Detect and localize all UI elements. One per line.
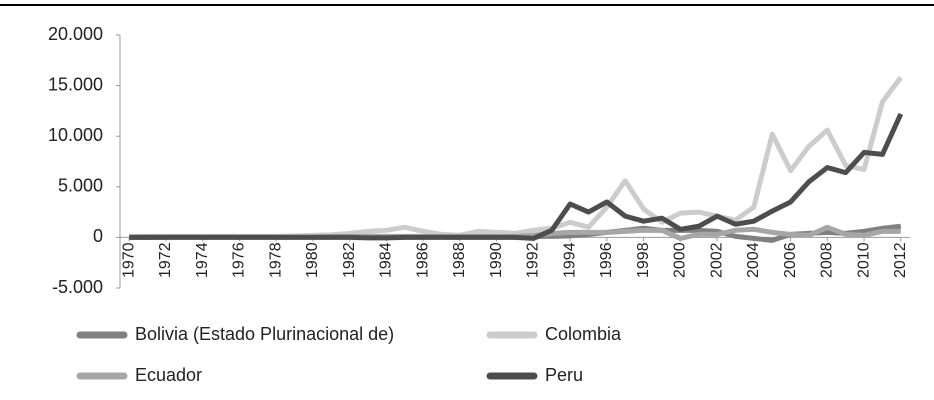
y-tick-label: 15.000 bbox=[48, 74, 103, 94]
x-tick-label: 2002 bbox=[708, 242, 725, 278]
x-tick-label: 1970 bbox=[120, 242, 137, 278]
legend-label: Peru bbox=[545, 365, 583, 385]
x-tick-label: 1982 bbox=[341, 242, 358, 278]
x-tick-label: 1996 bbox=[598, 242, 615, 278]
y-tick-label: -5.000 bbox=[52, 277, 103, 297]
x-tick-label: 1976 bbox=[231, 242, 248, 278]
x-tick-label: 2012 bbox=[892, 242, 909, 278]
x-tick-label: 2004 bbox=[745, 242, 762, 278]
x-tick-label: 1980 bbox=[304, 242, 321, 278]
legend-label: Bolivia (Estado Plurinacional de) bbox=[135, 324, 394, 344]
series-line bbox=[129, 112, 904, 241]
x-tick-label: 1992 bbox=[525, 242, 542, 278]
y-tick-label: 10.000 bbox=[48, 125, 103, 145]
x-tick-label: 1984 bbox=[378, 242, 395, 278]
x-tick-label: 1990 bbox=[488, 242, 505, 278]
y-tick-label: 0 bbox=[93, 226, 103, 246]
x-tick-label: 1972 bbox=[157, 242, 174, 278]
x-tick-label: 1978 bbox=[267, 242, 284, 278]
x-tick-label: 2010 bbox=[855, 242, 872, 278]
x-tick-label: 2008 bbox=[819, 242, 836, 278]
x-tick-label: 2006 bbox=[782, 242, 799, 278]
x-tick-label: 2000 bbox=[672, 242, 689, 278]
legend-label: Colombia bbox=[545, 324, 622, 344]
x-tick-label: 1988 bbox=[451, 242, 468, 278]
legend-label: Ecuador bbox=[135, 365, 202, 385]
x-tick-label: 1986 bbox=[414, 242, 431, 278]
x-tick-label: 1974 bbox=[194, 242, 211, 278]
x-tick-label: 1994 bbox=[561, 242, 578, 278]
y-tick-label: 20.000 bbox=[48, 24, 103, 44]
y-tick-label: 5.000 bbox=[58, 176, 103, 196]
x-tick-label: 1998 bbox=[635, 242, 652, 278]
series-line bbox=[129, 75, 903, 239]
